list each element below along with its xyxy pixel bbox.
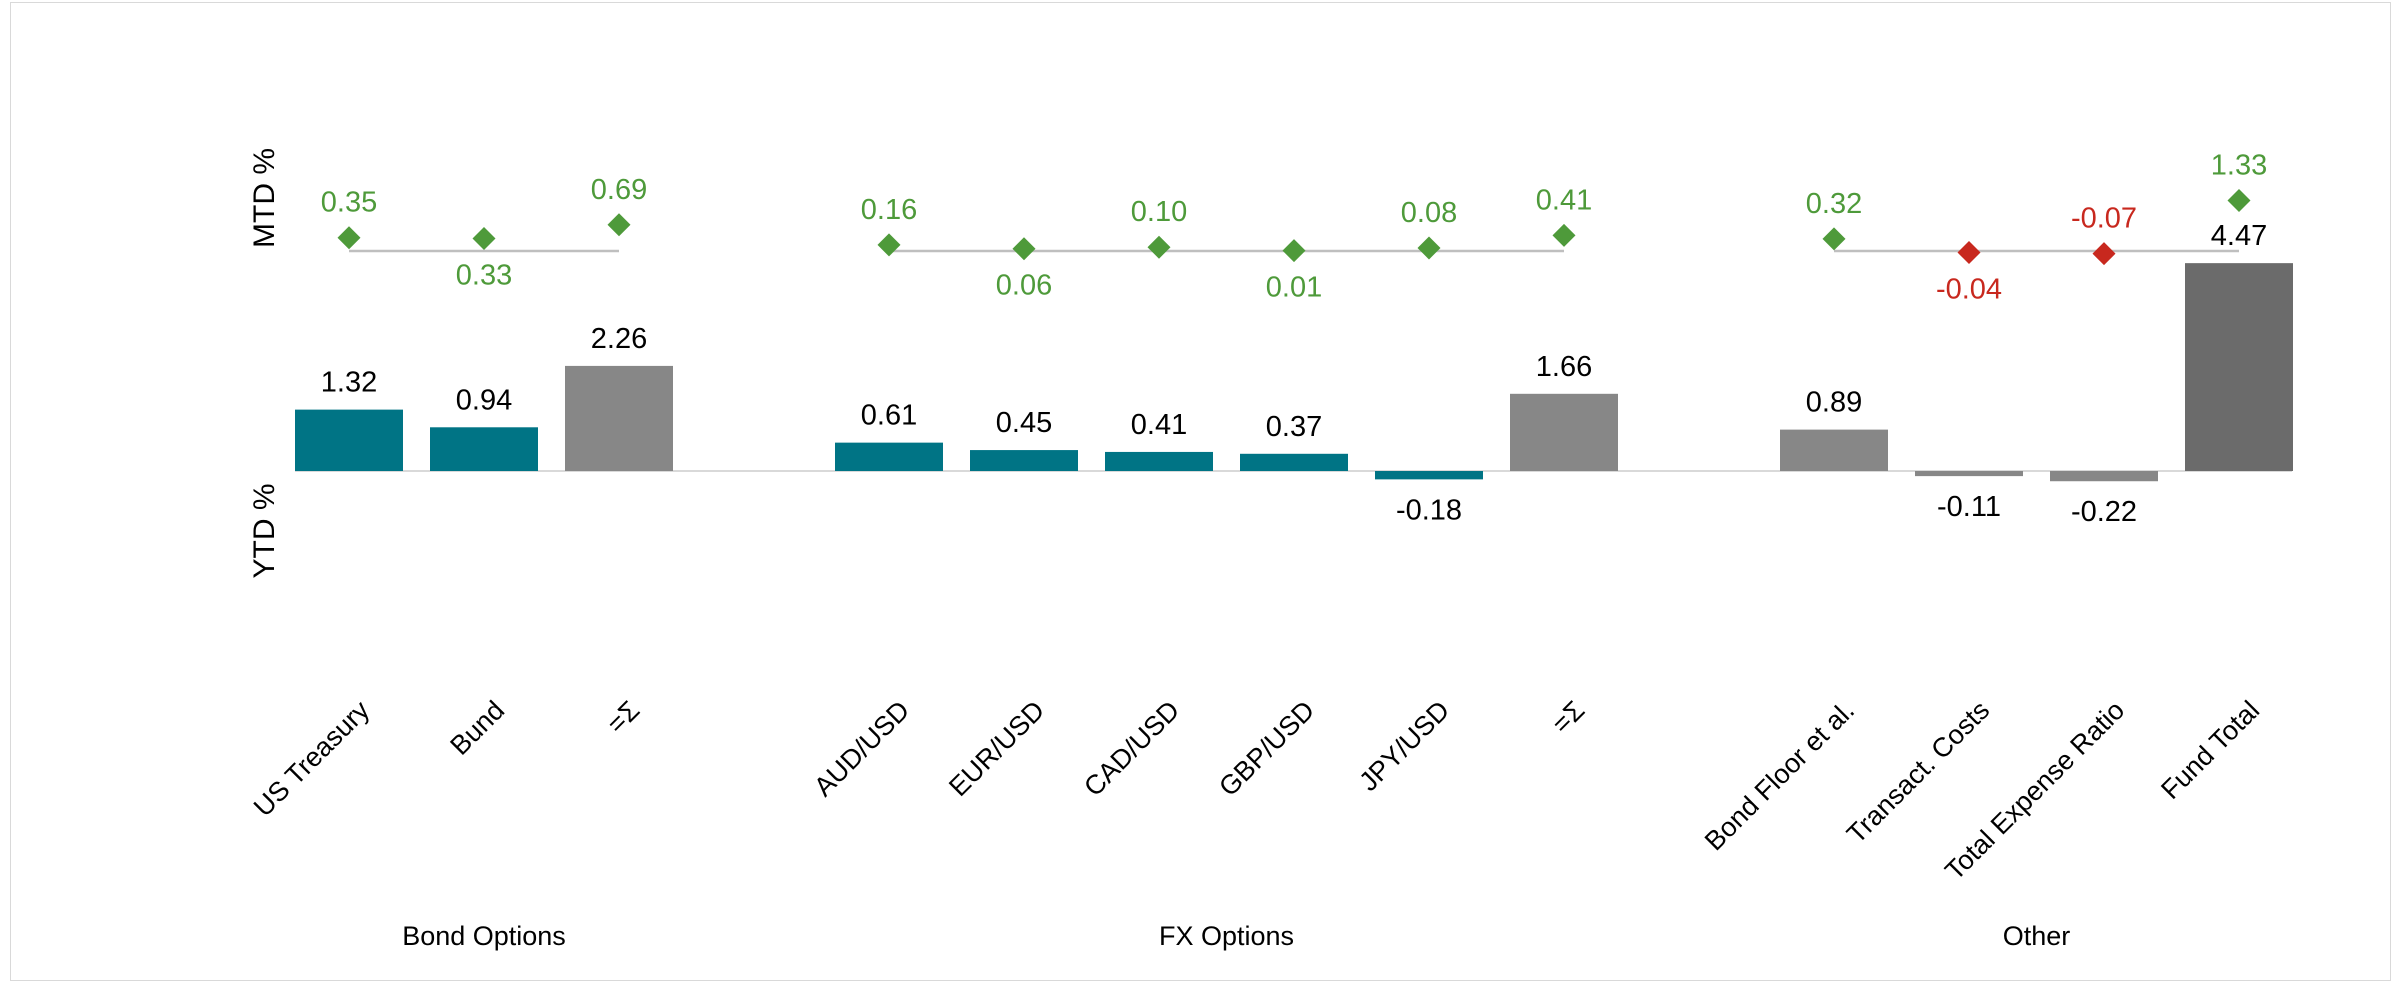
mtd-marker xyxy=(1822,227,1846,251)
ytd-bar xyxy=(1375,471,1483,480)
category-label: AUD/USD xyxy=(808,695,915,802)
mtd-marker xyxy=(337,226,361,250)
mtd-value-label: 0.08 xyxy=(1401,197,1457,229)
mtd-marker xyxy=(1012,237,1036,261)
ytd-bar xyxy=(1105,451,1213,471)
axis-titles: MTD % YTD % xyxy=(248,148,281,579)
ytd-value-label: 0.61 xyxy=(861,400,917,432)
ytd-bar xyxy=(970,450,1078,471)
ytd-value-label: 0.94 xyxy=(456,384,512,416)
category-labels: US Treasury Bund =Σ AUD/USD EUR/USD CAD/USD GB… xyxy=(248,695,2265,886)
mtd-value-label: -0.04 xyxy=(1936,274,2002,306)
value-labels: 1.32 0.35 0.94 0.33 2.26 0.69 0.61 0.16 0.45 0.06… xyxy=(321,149,2267,528)
group-label: Other xyxy=(2003,921,2071,951)
ytd-value-label: 4.47 xyxy=(2211,220,2267,252)
mtd-value-label: 1.33 xyxy=(2211,149,2267,181)
chart-frame xyxy=(10,2,2391,981)
category-label: =Σ xyxy=(601,695,645,739)
mtd-marker xyxy=(1957,241,1981,265)
mtd-value-label: 0.33 xyxy=(456,259,512,291)
mtd-value-label: 0.35 xyxy=(321,187,377,219)
mtd-value-label: 0.69 xyxy=(591,174,647,206)
ytd-axis-title: YTD % xyxy=(248,483,281,578)
mtd-value-label: 0.06 xyxy=(996,270,1052,302)
ytd-value-label: 0.41 xyxy=(1131,409,1187,441)
category-label: EUR/USD xyxy=(943,695,1050,802)
mtd-marker xyxy=(2227,188,2251,212)
mtd-marker xyxy=(1552,223,1576,247)
category-label: Bund xyxy=(444,695,510,761)
mtd-value-label: 0.32 xyxy=(1806,188,1862,220)
ytd-value-label: 1.66 xyxy=(1536,351,1592,383)
mtd-marker xyxy=(607,213,631,237)
mtd-axis-title: MTD % xyxy=(248,148,281,248)
category-label: GBP/USD xyxy=(1213,695,1320,802)
ytd-value-label: -0.22 xyxy=(2071,496,2137,528)
mtd-value-label: -0.07 xyxy=(2071,203,2137,235)
ytd-bars xyxy=(295,263,2293,482)
ytd-value-label: 0.89 xyxy=(1806,387,1862,419)
ytd-bar xyxy=(1510,393,1618,471)
ytd-value-label: 1.32 xyxy=(321,367,377,399)
mtd-marker xyxy=(1417,236,1441,260)
ytd-bar xyxy=(1240,453,1348,471)
category-label: CAD/USD xyxy=(1078,695,1185,802)
ytd-bar xyxy=(295,409,403,471)
ytd-bar xyxy=(2050,471,2158,482)
mtd-value-label: 0.16 xyxy=(861,194,917,226)
mtd-marker xyxy=(877,233,901,257)
category-label: =Σ xyxy=(1546,695,1590,739)
ytd-value-label: 2.26 xyxy=(591,323,647,355)
mtd-value-label: 0.10 xyxy=(1131,196,1187,228)
category-label: US Treasury xyxy=(248,695,376,823)
ytd-bar xyxy=(2185,263,2293,471)
ytd-value-label: -0.18 xyxy=(1396,494,1462,526)
group-label: Bond Options xyxy=(402,921,566,951)
ytd-bar xyxy=(430,427,538,471)
mtd-marker xyxy=(472,226,496,250)
ytd-bar xyxy=(835,442,943,471)
mtd-marker xyxy=(1147,235,1171,259)
mtd-marker xyxy=(1282,239,1306,263)
ytd-bar xyxy=(1915,471,2023,477)
mtd-marker xyxy=(2092,242,2116,266)
mtd-value-label: 0.01 xyxy=(1266,272,1322,304)
mtd-value-label: 0.41 xyxy=(1536,184,1592,216)
group-labels: Bond Options FX Options Other xyxy=(402,921,2070,951)
ytd-value-label: 0.45 xyxy=(996,407,1052,439)
category-label: Transact. Costs xyxy=(1841,695,1995,849)
mtd-markers xyxy=(337,188,2251,266)
category-label: JPY/USD xyxy=(1353,695,1455,797)
ytd-value-label: 0.37 xyxy=(1266,411,1322,443)
ytd-value-label: -0.11 xyxy=(1937,491,2001,523)
category-label: Fund Total xyxy=(2155,695,2265,805)
category-label: Bond Floor et al. xyxy=(1699,695,1860,856)
ytd-bar xyxy=(565,365,673,471)
ytd-bar xyxy=(1780,429,1888,471)
group-label: FX Options xyxy=(1159,921,1294,951)
